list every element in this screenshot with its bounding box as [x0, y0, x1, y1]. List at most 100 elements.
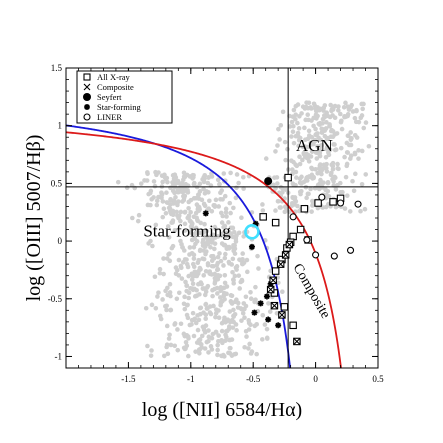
cloud-point: [202, 292, 208, 298]
point-seyfert: [264, 177, 273, 186]
cloud-point: [264, 326, 270, 332]
cloud-point: [207, 198, 212, 204]
cloud-point: [358, 208, 363, 214]
demarcation-curves: [66, 124, 342, 368]
cloud-point: [208, 244, 213, 250]
cloud-point: [248, 351, 254, 356]
cloud-point: [221, 293, 227, 299]
cloud-point: [168, 202, 173, 207]
cloud-point: [160, 199, 166, 204]
cloud-point: [224, 214, 229, 219]
cloud-point: [315, 131, 320, 136]
cloud-point: [289, 119, 295, 125]
cloud-point: [283, 157, 288, 163]
cloud-point: [172, 174, 178, 179]
cloud-point: [201, 186, 206, 192]
cloud-point: [188, 209, 193, 215]
cloud-point: [173, 194, 178, 200]
background-galaxy-cloud: [115, 100, 372, 359]
cloud-point: [149, 348, 154, 353]
cloud-point: [170, 243, 176, 249]
cloud-point: [178, 218, 183, 224]
cloud-point: [226, 234, 232, 239]
cloud-point: [297, 135, 303, 141]
cloud-point: [151, 179, 157, 184]
cloud-point: [323, 186, 328, 192]
cloud-point: [317, 150, 323, 155]
cloud-point: [213, 197, 219, 203]
cloud-point: [205, 180, 211, 186]
cloud-point: [296, 126, 302, 131]
cloud-point: [217, 182, 222, 187]
annotation-agn: AGN: [296, 136, 333, 155]
cloud-point: [230, 225, 235, 231]
cloud-point: [176, 273, 182, 278]
cloud-point: [338, 145, 344, 151]
cloud-point: [319, 168, 325, 173]
cloud-point: [327, 124, 333, 129]
cloud-point: [182, 306, 188, 312]
cloud-point: [359, 148, 365, 154]
cloud-point: [165, 285, 170, 291]
cloud-point: [218, 196, 223, 202]
cloud-point: [285, 146, 290, 152]
cloud-point: [202, 203, 208, 209]
y-tick-label: 0: [58, 236, 63, 246]
cloud-point: [280, 109, 286, 115]
cloud-point: [230, 277, 236, 282]
curve-kewley: [66, 131, 342, 368]
cloud-point: [196, 347, 202, 353]
cloud-point: [243, 303, 249, 309]
cloud-point: [201, 248, 206, 253]
cloud-point: [295, 203, 300, 209]
cloud-point: [212, 246, 217, 252]
cloud-point: [234, 328, 239, 333]
cloud-point: [179, 276, 185, 281]
cloud-point: [215, 177, 221, 183]
point-composite-cross: [267, 285, 275, 294]
cloud-point: [205, 262, 211, 268]
cloud-point: [231, 205, 236, 211]
point-liner: [312, 251, 320, 259]
cloud-point: [227, 319, 233, 325]
cloud-point: [190, 317, 196, 323]
cloud-point: [167, 251, 172, 256]
cloud-point: [115, 179, 121, 185]
point-composite-cross: [278, 311, 286, 319]
cloud-point: [221, 230, 227, 235]
cloud-point: [315, 205, 321, 211]
cloud-point: [152, 183, 158, 189]
cloud-point: [190, 310, 196, 316]
cloud-point: [303, 117, 308, 123]
cloud-point: [200, 240, 206, 245]
point-all-x-ray: [289, 321, 297, 330]
cloud-point: [197, 350, 202, 356]
cloud-point: [216, 315, 222, 321]
cloud-point: [214, 285, 220, 291]
point-composite-cross: [269, 276, 277, 284]
cloud-point: [200, 256, 205, 261]
cloud-point: [295, 102, 301, 107]
cloud-point: [300, 144, 306, 150]
cloud-point: [194, 239, 200, 244]
cloud-point: [327, 147, 333, 153]
cloud-point: [175, 213, 180, 219]
cloud-point: [296, 143, 301, 149]
cloud-point: [165, 224, 171, 229]
cloud-point: [292, 195, 298, 200]
cloud-point: [199, 197, 205, 203]
cloud-point: [333, 147, 339, 152]
cloud-point: [209, 263, 215, 269]
cloud-point: [202, 346, 208, 351]
legend-marker-liner: [83, 113, 91, 121]
cloud-point: [209, 335, 215, 341]
cloud-point: [253, 284, 258, 290]
cloud-point: [323, 126, 329, 131]
cloud-point: [345, 133, 351, 139]
cloud-point: [165, 351, 171, 357]
cloud-point: [348, 130, 353, 135]
cloud-point: [195, 327, 201, 333]
cloud-point: [308, 105, 313, 110]
cloud-point: [335, 161, 340, 167]
cloud-point: [241, 234, 246, 239]
